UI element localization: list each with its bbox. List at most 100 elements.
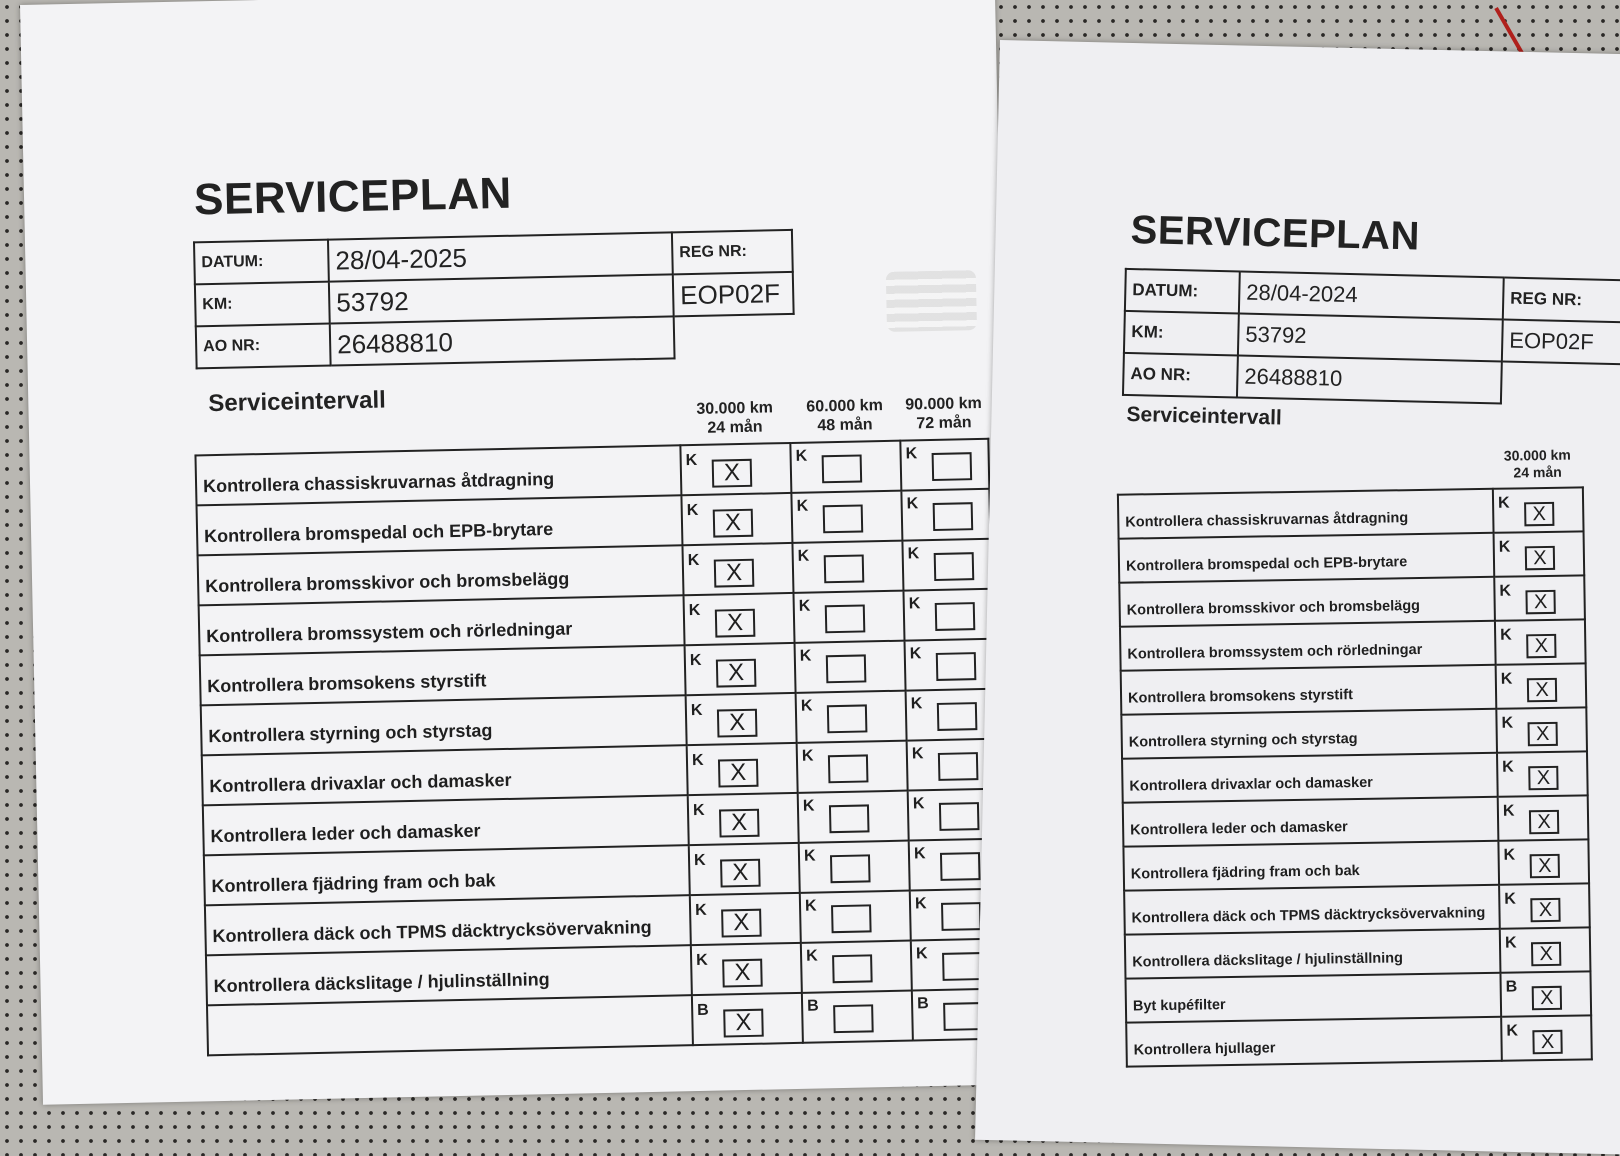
- checkbox[interactable]: X: [714, 608, 756, 638]
- checkbox[interactable]: X: [715, 658, 757, 688]
- item-code: K: [690, 701, 703, 720]
- item-label: Kontrollera däckslitage / hjulinställnin…: [1124, 928, 1501, 979]
- checkbox[interactable]: X: [1526, 677, 1558, 703]
- ao-label: AO NR:: [195, 323, 331, 369]
- checkbox[interactable]: [934, 601, 976, 631]
- checkbox[interactable]: [822, 503, 864, 533]
- checkbox[interactable]: X: [1530, 941, 1562, 967]
- checkbox[interactable]: [824, 603, 866, 633]
- checkbox[interactable]: [931, 451, 973, 481]
- reg-label: REG NR:: [1502, 277, 1620, 324]
- interval-cell: K: [800, 940, 912, 993]
- interval-cell: K: [903, 588, 993, 641]
- checkbox[interactable]: X: [1524, 545, 1556, 571]
- checkbox[interactable]: [933, 551, 975, 581]
- header-table: DATUM: 28/04-2024 REG NR: KM: 53792 EOP02F A…: [1122, 268, 1620, 409]
- checkbox[interactable]: X: [1529, 853, 1560, 879]
- checkbox[interactable]: [935, 651, 977, 681]
- checkbox[interactable]: [938, 801, 980, 831]
- item-code: K: [688, 601, 701, 620]
- interval-cell: B: [801, 990, 913, 1043]
- checkbox[interactable]: X: [1525, 589, 1556, 615]
- interval-cell: K: [793, 590, 905, 643]
- interval-km: 30.000 km: [696, 398, 774, 418]
- checkbox[interactable]: X: [1532, 1029, 1563, 1055]
- checkbox[interactable]: [827, 753, 869, 783]
- checkbox[interactable]: X: [723, 1008, 764, 1038]
- checkbox[interactable]: X: [722, 958, 763, 988]
- interval-cell: K: [791, 490, 903, 543]
- item-code: K: [1500, 626, 1512, 644]
- item-code: K: [1500, 670, 1513, 688]
- ao-label: AO NR:: [1122, 352, 1238, 398]
- table-row: Kontrollera däck och TPMS däcktrycksöver…: [1124, 883, 1590, 935]
- item-label: Kontrollera bromsskivor och bromsbelägg: [1119, 576, 1495, 627]
- item-code: K: [915, 944, 928, 962]
- checkbox[interactable]: X: [716, 708, 758, 738]
- checkbox[interactable]: [936, 701, 978, 731]
- item-code: K: [695, 951, 708, 970]
- checkbox[interactable]: X: [1531, 985, 1563, 1011]
- sheet-title: SERVICEPLAN: [193, 168, 513, 225]
- checkbox[interactable]: [942, 951, 983, 981]
- service-plan-sheet-2025: SERVICEPLAN DATUM: 28/04-2025 REG NR: KM: 5…: [20, 0, 1018, 1105]
- checkbox[interactable]: [932, 501, 974, 531]
- km-label: KM:: [194, 281, 330, 327]
- checkbox[interactable]: [825, 653, 867, 683]
- checkbox[interactable]: X: [1527, 721, 1558, 747]
- item-label: Kontrollera bromsokens styrstift: [1120, 664, 1497, 715]
- checkbox[interactable]: [821, 453, 863, 483]
- item-label: Kontrollera leder och damasker: [1122, 796, 1499, 847]
- checkbox[interactable]: X: [1530, 897, 1561, 923]
- service-plan-sheet-2024: SERVICEPLAN DATUM: 28/04-2024 REG NR: KM: 5…: [975, 40, 1620, 1156]
- checkbox[interactable]: X: [720, 858, 761, 888]
- checkbox[interactable]: X: [713, 558, 755, 588]
- item-code: K: [911, 744, 924, 762]
- interval-header: 30.000 km 24 mån: [1492, 430, 1583, 488]
- checkbox[interactable]: [831, 903, 872, 933]
- checkbox[interactable]: X: [721, 908, 762, 938]
- checkbox[interactable]: [939, 851, 981, 881]
- checkbox[interactable]: X: [1526, 633, 1557, 659]
- checkbox[interactable]: [940, 901, 982, 931]
- checkbox[interactable]: X: [1528, 765, 1559, 791]
- checkbox[interactable]: [823, 553, 865, 583]
- item-label: Kontrollera bromssystem och rörledningar: [1119, 620, 1496, 671]
- interval-cell: K: [795, 690, 907, 743]
- checkbox[interactable]: X: [717, 758, 759, 788]
- table-row: Kontrollera leder och damasker K X: [1122, 795, 1589, 847]
- item-code: K: [909, 644, 922, 663]
- interval-cell: K: [794, 640, 906, 693]
- item-code: K: [1501, 714, 1514, 732]
- sheet-title: SERVICEPLAN: [1130, 208, 1421, 259]
- checkbox[interactable]: X: [1524, 501, 1555, 527]
- checkbox[interactable]: [833, 1003, 874, 1033]
- checkbox[interactable]: X: [711, 458, 753, 488]
- item-code: K: [803, 847, 816, 865]
- interval-cell: K: [798, 840, 910, 893]
- interval-header: 90.000 km 72 mån: [899, 370, 988, 441]
- section-title: Serviceintervall: [1126, 402, 1283, 430]
- checkbox[interactable]: X: [1528, 809, 1560, 835]
- checkbox[interactable]: X: [712, 508, 754, 538]
- interval-cell: K: [790, 440, 902, 493]
- checkbox[interactable]: [828, 803, 870, 833]
- table-row: Kontrollera bromsokens styrstift K X: [1120, 663, 1587, 715]
- checkbox[interactable]: [829, 853, 871, 883]
- checkbox[interactable]: [937, 751, 979, 781]
- checkbox[interactable]: [832, 953, 873, 983]
- header-table: DATUM: 28/04-2025 REG NR: KM: 53792 EOP02F A…: [193, 229, 796, 370]
- item-code: K: [805, 947, 818, 965]
- service-items-table: 30.000 km 24 mån Kontrollera chassiskruvar…: [1116, 430, 1593, 1067]
- checkbox[interactable]: [826, 703, 868, 733]
- checkbox[interactable]: X: [719, 808, 760, 838]
- item-code: K: [1502, 758, 1514, 776]
